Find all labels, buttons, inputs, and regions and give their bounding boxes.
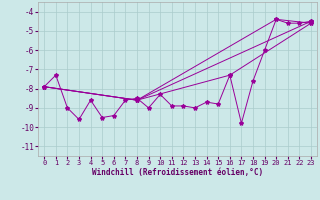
X-axis label: Windchill (Refroidissement éolien,°C): Windchill (Refroidissement éolien,°C) — [92, 168, 263, 177]
